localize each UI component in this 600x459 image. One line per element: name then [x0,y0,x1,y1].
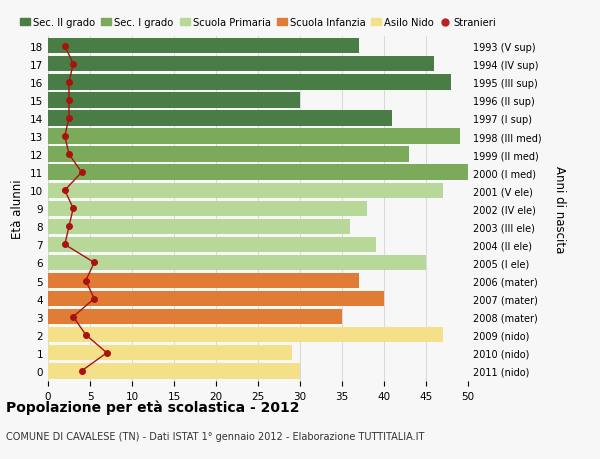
Legend: Sec. II grado, Sec. I grado, Scuola Primaria, Scuola Infanzia, Asilo Nido, Stran: Sec. II grado, Sec. I grado, Scuola Prim… [20,18,496,28]
Text: COMUNE DI CAVALESE (TN) - Dati ISTAT 1° gennaio 2012 - Elaborazione TUTTITALIA.I: COMUNE DI CAVALESE (TN) - Dati ISTAT 1° … [6,431,424,442]
Y-axis label: Anni di nascita: Anni di nascita [553,165,566,252]
Bar [48,129,460,145]
Bar [48,93,300,108]
Bar [48,201,367,217]
Bar [48,165,468,180]
Bar [48,219,350,235]
Bar [48,57,434,73]
Bar [48,111,392,126]
Bar [48,345,292,361]
Bar [48,237,376,252]
Bar [48,273,359,289]
Bar [48,147,409,162]
Bar [48,75,451,90]
Bar [48,309,342,325]
Bar [48,364,300,379]
Bar [48,39,359,54]
Text: Popolazione per età scolastica - 2012: Popolazione per età scolastica - 2012 [6,399,299,414]
Bar [48,183,443,198]
Bar [48,291,384,307]
Y-axis label: Età alunni: Età alunni [11,179,25,239]
Bar [48,255,426,270]
Bar [48,327,443,343]
